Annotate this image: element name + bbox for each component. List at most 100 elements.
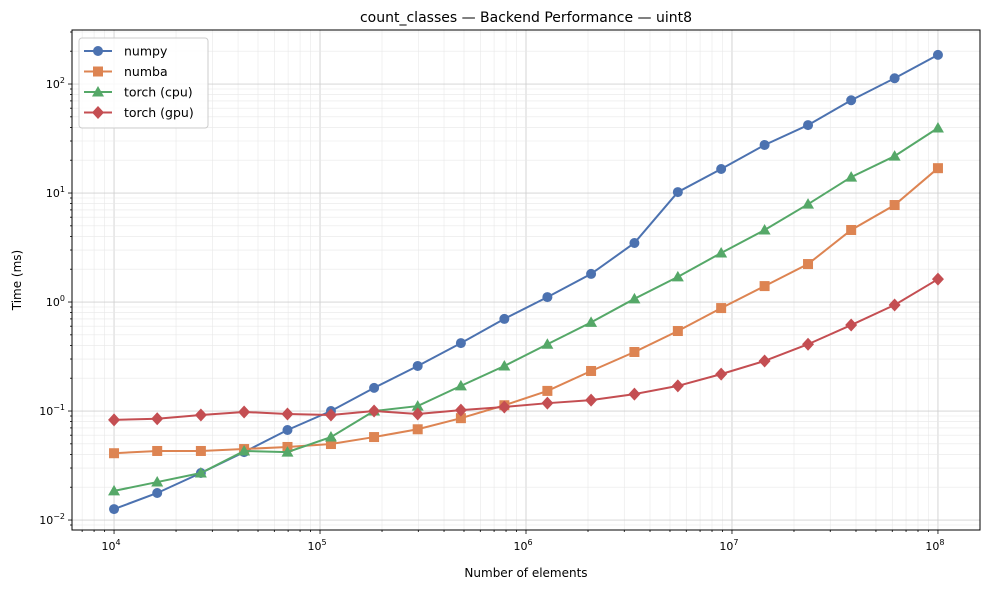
data-point-torch-gpu bbox=[671, 379, 684, 393]
data-point-torch-cpu bbox=[238, 444, 251, 456]
data-point-torch-gpu bbox=[628, 387, 641, 401]
data-point-torch-cpu bbox=[585, 316, 598, 327]
data-point-numba bbox=[629, 346, 640, 357]
data-point-numpy bbox=[846, 95, 857, 106]
data-point-torch-cpu bbox=[498, 359, 511, 371]
data-point-numpy bbox=[889, 73, 900, 84]
data-point-numba bbox=[369, 432, 380, 443]
series-layer bbox=[108, 49, 944, 515]
data-point-torch-cpu bbox=[324, 431, 337, 442]
data-point-numpy bbox=[759, 139, 770, 150]
data-point-numba bbox=[109, 448, 120, 459]
data-point-numpy bbox=[542, 292, 553, 303]
data-point-torch-gpu bbox=[802, 337, 815, 351]
data-point-torch-gpu bbox=[715, 367, 728, 381]
data-point-torch-gpu bbox=[281, 407, 294, 421]
legend-label: numpy bbox=[124, 44, 168, 59]
data-point-numpy bbox=[369, 382, 380, 393]
data-point-numpy bbox=[586, 268, 597, 279]
data-point-torch-cpu bbox=[715, 246, 728, 258]
data-point-torch-gpu bbox=[758, 354, 771, 368]
legend-entry-numba: numba bbox=[84, 64, 168, 79]
legend-marker bbox=[93, 46, 103, 56]
data-point-numba bbox=[586, 365, 597, 376]
x-tick-label: 105 bbox=[307, 538, 326, 553]
ticks: 104 105 106 107 108 10−2 10−1 100 101 102 bbox=[39, 31, 945, 553]
data-point-numba bbox=[412, 424, 423, 435]
data-point-torch-gpu bbox=[585, 393, 598, 407]
legend-marker bbox=[93, 66, 103, 77]
data-point-torch-gpu bbox=[108, 413, 121, 427]
data-point-torch-cpu bbox=[931, 121, 944, 133]
legend: numpy numba torch (cpu) torch (gpu) bbox=[78, 37, 209, 129]
chart-title: count_classes — Backend Performance — ui… bbox=[360, 10, 692, 26]
legend-box bbox=[78, 37, 209, 129]
data-point-numba bbox=[846, 224, 857, 235]
data-point-numpy bbox=[499, 313, 510, 324]
data-point-numpy bbox=[412, 360, 423, 371]
series-line-numba bbox=[113, 167, 939, 455]
data-point-torch-gpu bbox=[151, 412, 164, 426]
data-point-torch-cpu bbox=[194, 467, 207, 478]
legend-entry-numpy: numpy bbox=[84, 44, 168, 59]
data-point-numba bbox=[455, 413, 466, 424]
y-axis-label: Time (ms) bbox=[10, 250, 24, 312]
data-point-numpy bbox=[672, 187, 683, 198]
data-point-numba bbox=[195, 445, 206, 456]
data-point-numba bbox=[759, 281, 770, 292]
data-point-torch-gpu bbox=[845, 318, 858, 332]
y-tick-label: 101 bbox=[46, 185, 65, 200]
legend-entry-torch-gpu: torch (gpu) bbox=[84, 105, 194, 120]
data-point-torch-gpu bbox=[194, 408, 207, 422]
data-point-numpy bbox=[282, 424, 293, 435]
data-point-torch-gpu bbox=[888, 298, 901, 312]
data-point-torch-cpu bbox=[281, 446, 294, 457]
data-point-torch-cpu bbox=[411, 400, 424, 411]
legend-entry-torch-cpu: torch (cpu) bbox=[84, 85, 193, 100]
data-point-torch-gpu bbox=[931, 272, 944, 286]
grid bbox=[72, 30, 980, 530]
legend-label: numba bbox=[124, 64, 168, 79]
data-point-numba bbox=[803, 259, 814, 270]
legend-label: torch (gpu) bbox=[124, 105, 194, 120]
data-point-torch-cpu bbox=[541, 338, 554, 349]
data-point-torch-cpu bbox=[845, 171, 858, 182]
data-point-numba bbox=[542, 385, 553, 396]
data-point-numba bbox=[325, 439, 336, 450]
data-point-torch-cpu bbox=[151, 476, 164, 487]
data-point-numpy bbox=[803, 120, 814, 131]
legend-label: torch (cpu) bbox=[124, 85, 193, 100]
data-point-numpy bbox=[716, 164, 727, 175]
data-point-numpy bbox=[629, 237, 640, 248]
data-point-torch-cpu bbox=[628, 292, 641, 304]
data-point-numba bbox=[932, 163, 943, 174]
x-tick-label: 107 bbox=[719, 538, 738, 553]
data-point-torch-gpu bbox=[238, 405, 251, 419]
data-point-torch-gpu bbox=[324, 408, 337, 422]
x-axis-label: Number of elements bbox=[464, 566, 587, 580]
data-point-numba bbox=[716, 303, 727, 314]
series-line-torch-cpu bbox=[113, 127, 939, 492]
data-point-torch-gpu bbox=[541, 396, 554, 410]
data-point-numba bbox=[672, 326, 683, 337]
y-tick-label: 10−2 bbox=[39, 512, 65, 527]
series-line-torch-gpu bbox=[114, 278, 939, 421]
data-point-numpy bbox=[932, 49, 943, 60]
data-point-torch-cpu bbox=[454, 379, 467, 391]
data-point-numba bbox=[889, 200, 900, 211]
data-point-torch-gpu bbox=[454, 403, 467, 417]
x-tick-label: 104 bbox=[101, 538, 120, 553]
x-tick-label: 108 bbox=[925, 538, 944, 553]
data-point-torch-cpu bbox=[671, 270, 684, 282]
data-point-torch-gpu bbox=[368, 404, 381, 418]
x-tick-label: 106 bbox=[513, 538, 532, 553]
data-point-torch-cpu bbox=[802, 198, 815, 209]
data-point-numpy bbox=[152, 487, 163, 498]
series-torch-gpu bbox=[108, 272, 944, 427]
y-tick-label: 100 bbox=[46, 294, 65, 309]
data-point-torch-gpu bbox=[498, 400, 511, 414]
y-tick-label: 102 bbox=[46, 76, 65, 91]
data-point-torch-cpu bbox=[888, 150, 901, 161]
data-point-numba bbox=[152, 445, 163, 456]
data-point-numpy bbox=[109, 504, 120, 515]
